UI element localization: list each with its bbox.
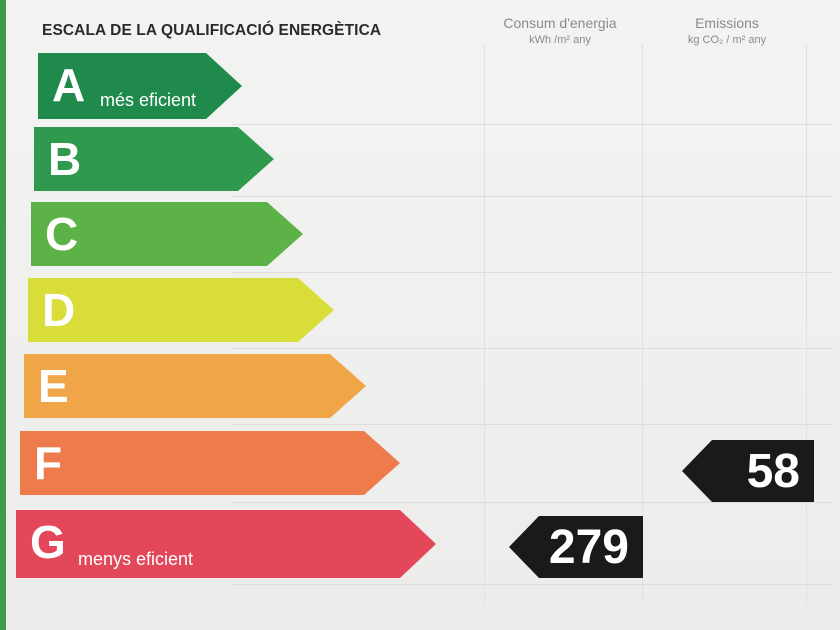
band-caption: menys eficient — [78, 549, 194, 569]
band-b: B — [34, 127, 274, 191]
consumption-column-label: Consum d'energia — [503, 15, 617, 31]
band-a: A més eficient — [38, 53, 242, 119]
consumption-column-unit: kWh /m² any — [529, 33, 591, 46]
band-letter: F — [34, 437, 63, 489]
band-letter: G — [30, 516, 66, 568]
consumption-column-header: Consum d'energia kWh /m² any — [492, 14, 628, 48]
emissions-column-unit: kg CO₂ / m² any — [687, 33, 767, 46]
emissions-rating-indicator: 58 — [682, 440, 814, 502]
band-c: C — [31, 202, 303, 266]
grid-divider — [484, 44, 485, 604]
band-letter: B — [48, 133, 82, 185]
grid-divider — [642, 44, 643, 604]
grid-divider — [232, 424, 832, 425]
band-e: E — [24, 354, 366, 418]
band-letter: A — [52, 59, 86, 111]
consumption-rating-indicator: 279 — [509, 516, 643, 578]
grid-divider — [232, 124, 832, 125]
grid-divider — [232, 196, 832, 197]
grid-divider — [232, 502, 832, 503]
energy-label: ESCALA DE LA QUALIFICACIÓ ENERGÈTICA Con… — [6, 0, 840, 630]
emissions-column-header: Emissions kg CO₂ / m² any — [652, 14, 802, 48]
band-g: G menys eficient — [16, 510, 436, 578]
band-letter: E — [38, 360, 69, 412]
band-letter: C — [45, 208, 79, 260]
grid-divider — [232, 272, 832, 273]
band-f: F — [20, 431, 400, 495]
band-caption: més eficient — [100, 90, 197, 110]
emissions-column-label: Emissions — [695, 15, 759, 31]
band-letter: D — [42, 284, 76, 336]
grid-divider — [806, 44, 807, 604]
band-d: D — [28, 278, 334, 342]
grid-divider — [232, 348, 832, 349]
label-title: ESCALA DE LA QUALIFICACIÓ ENERGÈTICA — [42, 22, 382, 39]
grid-divider — [232, 584, 832, 585]
